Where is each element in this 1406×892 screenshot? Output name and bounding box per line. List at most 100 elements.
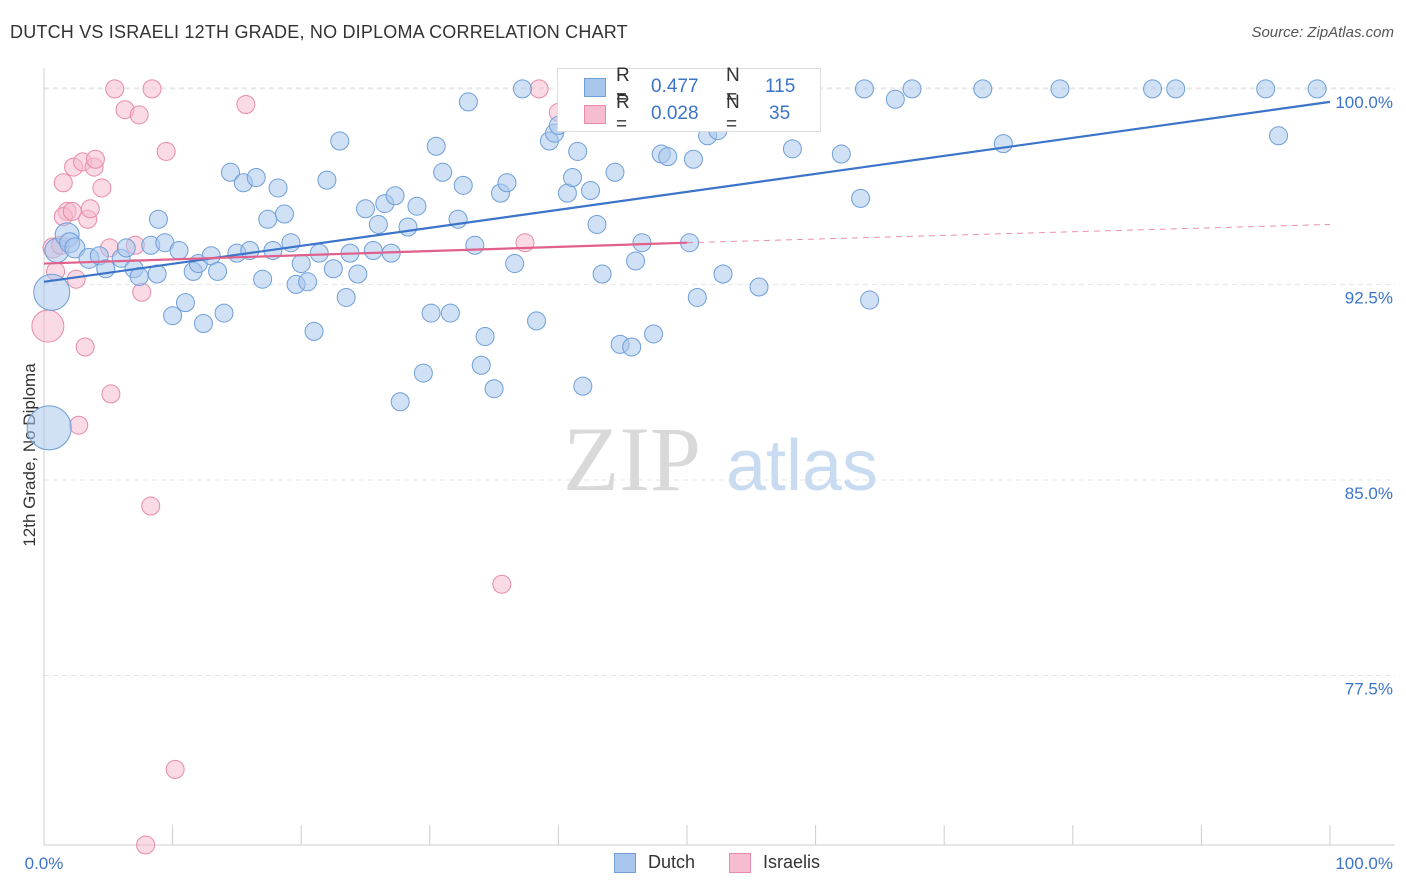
dutch-point (626, 251, 646, 271)
israelis-point (105, 79, 125, 99)
dutch-point (605, 162, 625, 182)
dutch-point (749, 277, 769, 297)
dutch-point (330, 131, 350, 151)
dutch-point (363, 241, 383, 261)
legend: Dutch Israelis (614, 852, 854, 873)
dutch-point (592, 264, 612, 284)
dutch-point (214, 303, 234, 323)
y-tick-label: 77.5% (1345, 680, 1393, 699)
legend-item-dutch[interactable]: Dutch (614, 852, 695, 873)
dutch-point (240, 241, 260, 261)
dutch-point (421, 303, 441, 323)
dutch-point (527, 311, 547, 331)
dutch-points (26, 79, 1327, 451)
dutch-n-label: N = (726, 65, 740, 108)
israelis-trend-extension (686, 223, 1331, 244)
legend-swatch-dutch (614, 852, 636, 873)
dutch-point (573, 376, 593, 396)
israelis-point (492, 574, 512, 594)
dutch-point (587, 214, 607, 234)
dutch-point (632, 233, 652, 253)
dutch-point (148, 209, 168, 229)
y-tick-label: 92.5% (1345, 288, 1393, 307)
dutch-point (208, 261, 228, 281)
israelis-point (129, 105, 149, 125)
dutch-point (497, 173, 517, 193)
israelis-n-label: N = (726, 92, 740, 135)
legend-item-israelis[interactable]: Israelis (729, 852, 820, 873)
israelis-point (132, 282, 152, 302)
dutch-point (258, 209, 278, 229)
dutch-point (175, 293, 195, 313)
dutch-point (568, 141, 588, 161)
dutch-point (426, 136, 446, 156)
dutch-point (433, 162, 453, 182)
tick-labels: 100.0% 92.5% 85.0% 77.5% 0.0% 100.0% (25, 93, 1393, 873)
dutch-point (831, 144, 851, 164)
israelis-n-value: 35 (769, 103, 791, 124)
x-tick-label: 100.0% (1335, 854, 1393, 873)
israelis-point (85, 149, 105, 169)
israelis-swatch (584, 104, 606, 124)
dutch-point (26, 405, 72, 451)
dutch-point (1050, 79, 1070, 99)
dutch-point (465, 235, 485, 255)
dutch-point (440, 303, 460, 323)
dutch-point (64, 237, 86, 259)
dutch-point (471, 355, 491, 375)
dutch-point (687, 287, 707, 307)
israelis-trend-line (43, 241, 688, 265)
israelis-point (69, 415, 89, 435)
dutch-point (163, 306, 183, 326)
israelis-point (156, 141, 176, 161)
dutch-trend-line (43, 100, 1331, 283)
trend-lines (43, 100, 1331, 283)
source-label: Source: ZipAtlas.com (1251, 24, 1394, 41)
dutch-point (1269, 126, 1289, 146)
israelis-r-label: R = (616, 92, 630, 135)
dutch-point (253, 269, 273, 289)
dutch-point (885, 89, 905, 109)
dutch-point (348, 264, 368, 284)
dutch-point (398, 217, 418, 237)
dutch-point (458, 92, 478, 112)
dutch-point (484, 379, 504, 399)
dutch-point (309, 243, 329, 263)
dutch-point (246, 168, 266, 188)
watermark-zip: ZIP (563, 408, 701, 510)
chart-title: DUTCH VS ISRAELI 12TH GRADE, NO DIPLOMA … (10, 22, 628, 42)
israelis-point (31, 309, 65, 343)
dutch-point (407, 196, 427, 216)
dutch-point (860, 290, 880, 310)
dutch-point (336, 287, 356, 307)
dutch-point (993, 134, 1013, 154)
dutch-point (1307, 79, 1327, 99)
dutch-n-value: 115 (765, 76, 796, 97)
dutch-point (220, 162, 240, 182)
legend-label-dutch: Dutch (648, 852, 696, 872)
dutch-point (1256, 79, 1276, 99)
dutch-point (644, 324, 664, 344)
dutch-point (356, 199, 375, 219)
dutch-point (563, 168, 583, 188)
israelis-point (75, 337, 95, 357)
dutch-point (973, 79, 993, 99)
dutch-point (298, 272, 318, 292)
y-tick-label: 100.0% (1335, 93, 1393, 112)
watermark-atlas: atlas (726, 426, 878, 506)
watermark: ZIP atlas (563, 408, 878, 510)
dutch-point (622, 337, 642, 357)
dutch-point (413, 363, 433, 383)
dutch-r-label: R = (616, 65, 630, 108)
dutch-point (453, 175, 473, 195)
israelis-point (165, 759, 185, 779)
dutch-r-value: 0.477 (651, 76, 699, 97)
dutch-point (385, 186, 405, 206)
israelis-point (80, 199, 100, 219)
dutch-point (274, 204, 294, 224)
dutch-point (1143, 79, 1163, 99)
dutch-point (368, 214, 388, 234)
dutch-point (390, 392, 410, 412)
israelis-point (141, 496, 161, 516)
